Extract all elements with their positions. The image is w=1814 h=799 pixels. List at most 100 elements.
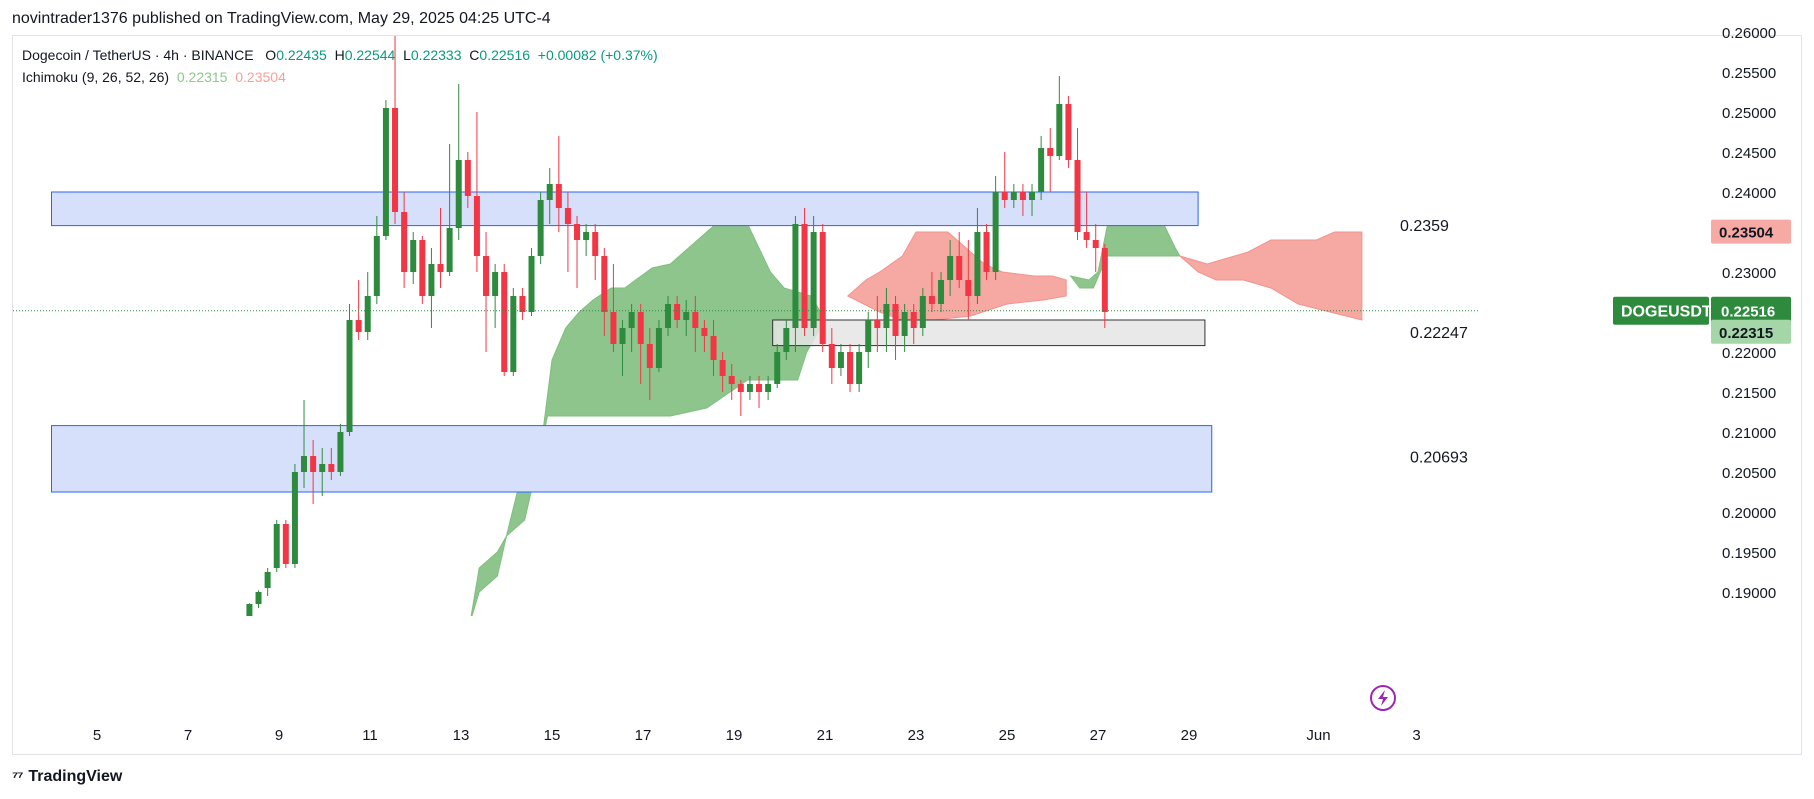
candle-body — [819, 232, 826, 344]
candle — [865, 312, 872, 368]
candle-body — [455, 160, 462, 228]
candle — [892, 296, 899, 360]
candle-body — [546, 184, 553, 200]
candle — [956, 232, 963, 288]
candle — [546, 168, 553, 224]
candle — [291, 464, 298, 568]
candle — [373, 216, 380, 304]
y-axis-tick: 0.20000 — [1722, 505, 1776, 522]
candle — [692, 296, 699, 352]
candle — [483, 232, 490, 352]
candle-body — [828, 344, 835, 368]
candle-body — [419, 240, 426, 296]
candle-body — [446, 228, 453, 272]
y-axis-tick: 0.24500 — [1722, 145, 1776, 162]
candle-body — [810, 232, 817, 328]
x-axis-tick: 21 — [817, 727, 834, 744]
low-label: L — [403, 47, 411, 63]
candle — [683, 300, 690, 336]
candle — [273, 520, 280, 572]
candle — [719, 352, 726, 392]
candle-body — [519, 296, 526, 312]
ichimoku-value-a: 0.22315 — [176, 69, 228, 85]
candle — [901, 304, 908, 352]
candle — [965, 240, 972, 320]
candle-body — [264, 572, 271, 588]
candle — [983, 224, 990, 280]
x-axis-tick: 25 — [999, 727, 1016, 744]
x-axis-tick: 13 — [453, 727, 470, 744]
candle — [810, 216, 817, 336]
candle-body — [774, 352, 781, 384]
high-label: H — [334, 47, 345, 63]
y-axis-tick: 0.21000 — [1722, 425, 1776, 442]
candle — [319, 448, 326, 496]
candle-body — [874, 320, 881, 328]
candle — [310, 440, 317, 504]
candle-body — [947, 256, 954, 280]
chart-legend: Dogecoin / TetherUS · 4h · BINANCE O0.22… — [22, 44, 658, 88]
candle — [856, 344, 863, 392]
candle — [464, 152, 471, 208]
close-value: 0.22516 — [479, 47, 531, 63]
candle-body — [1010, 192, 1017, 200]
candle-body — [765, 384, 772, 392]
candle — [1101, 244, 1108, 328]
x-axis-tick: 27 — [1090, 727, 1107, 744]
candle-body — [665, 304, 672, 328]
candle — [655, 320, 662, 372]
candle — [264, 568, 271, 596]
y-axis-tick: 0.19500 — [1722, 545, 1776, 562]
candle — [528, 248, 535, 316]
candle — [1074, 128, 1081, 240]
y-axis-tick: 0.23000 — [1722, 265, 1776, 282]
candle-body — [1083, 232, 1090, 240]
candle — [665, 296, 672, 336]
candle — [473, 112, 480, 272]
candle — [583, 224, 590, 256]
candle-body — [610, 312, 617, 344]
candle — [301, 400, 308, 488]
candle — [510, 288, 517, 376]
candle-body — [837, 352, 844, 368]
close-label: C — [469, 47, 480, 63]
chart-frame[interactable] — [12, 35, 1802, 755]
candle-body — [856, 352, 863, 384]
candle — [919, 288, 926, 336]
candle — [519, 288, 526, 320]
candle — [756, 376, 763, 408]
candle — [446, 144, 453, 276]
candle — [392, 36, 399, 224]
candle-body — [291, 472, 298, 564]
upper-zone — [51, 191, 1199, 227]
candle-body — [537, 200, 544, 256]
candle — [828, 328, 835, 384]
ohlc-row: Dogecoin / TetherUS · 4h · BINANCE O0.22… — [22, 44, 658, 66]
candle-body — [246, 604, 253, 616]
candle-body — [528, 256, 535, 312]
candle — [746, 376, 753, 400]
candle — [346, 304, 353, 436]
candle — [938, 272, 945, 312]
candle-body — [1038, 148, 1045, 192]
candle-body — [337, 432, 344, 472]
ichimoku-title[interactable]: Ichimoku (9, 26, 52, 26) — [22, 69, 170, 85]
ichimoku-value-b: 0.23504 — [235, 69, 286, 85]
candle — [337, 424, 344, 476]
candle-body — [983, 232, 990, 272]
symbol-title[interactable]: Dogecoin / TetherUS · 4h · BINANCE — [22, 47, 254, 63]
candle-body — [401, 212, 408, 272]
lower-zone — [51, 425, 1213, 493]
candle — [774, 344, 781, 388]
ichimoku-row: Ichimoku (9, 26, 52, 26) 0.22315 0.23504 — [22, 66, 658, 88]
candle-body — [1074, 160, 1081, 232]
ticker-tag: DOGEUSDT — [1621, 304, 1712, 321]
tradingview-logo-icon: ⁷⁷ — [12, 768, 23, 786]
candle-body — [792, 224, 799, 328]
ichimoku-green-tag-bg — [1711, 319, 1791, 344]
candle-body — [883, 304, 890, 328]
ichimoku-cloud-bullish — [470, 211, 821, 616]
candle-body — [1029, 192, 1036, 200]
candle-body — [628, 312, 635, 328]
